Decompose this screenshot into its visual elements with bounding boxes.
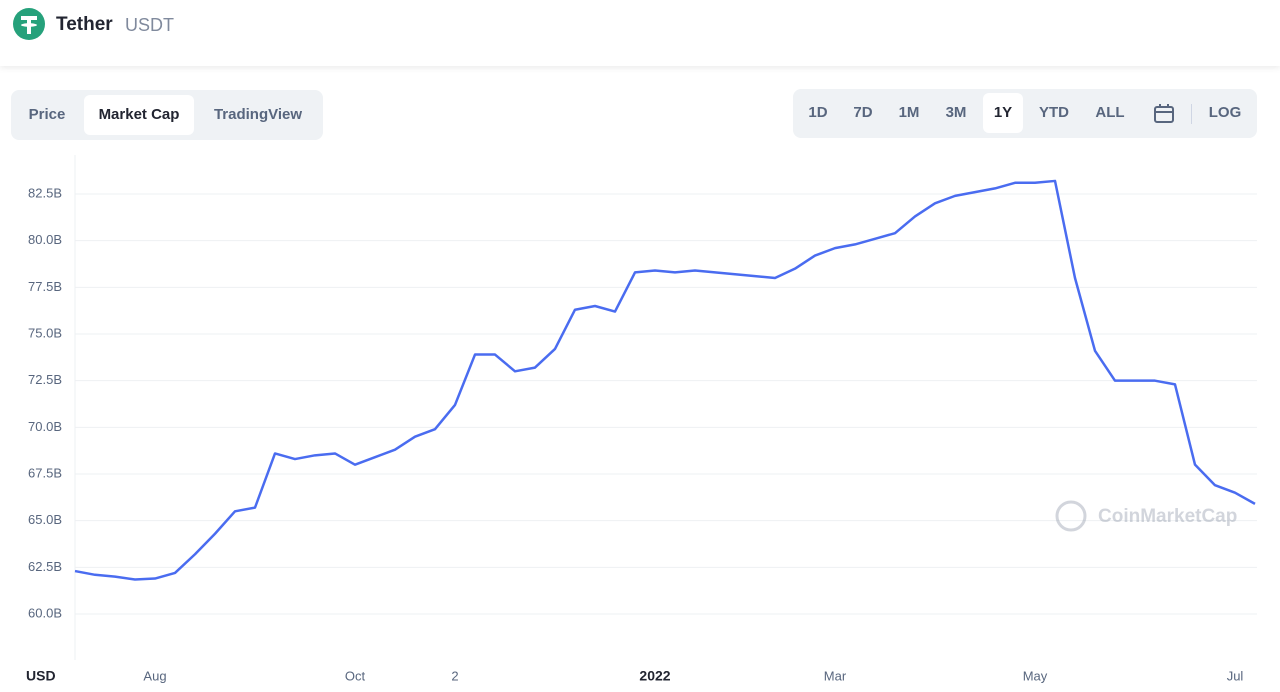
coin-symbol: USDT <box>125 15 174 35</box>
range-button[interactable]: 1M <box>898 104 920 121</box>
range-button[interactable]: 1Y <box>983 93 1023 133</box>
x-tick-label: Jul <box>1227 668 1244 683</box>
y-tick-label: 60.0B <box>28 605 62 620</box>
x-tick-label: May <box>1023 668 1048 683</box>
x-tick-label: 2 <box>451 668 458 683</box>
coin-name: Tether <box>56 14 113 35</box>
header: Tether USDT <box>0 0 1280 66</box>
x-tick-label: Aug <box>143 668 166 683</box>
y-tick-label: 67.5B <box>28 465 62 480</box>
tab-group: Price Market Cap TradingView <box>11 90 323 140</box>
calendar-button[interactable] <box>1153 103 1175 125</box>
y-tick-label: 72.5B <box>28 372 62 387</box>
logo <box>13 8 45 40</box>
price-line <box>74 179 1256 581</box>
y-tick-label: 62.5B <box>28 559 62 574</box>
x-tick-label: Mar <box>824 668 847 683</box>
y-tick-label: 77.5B <box>28 279 62 294</box>
range-button[interactable]: ALL <box>1095 104 1125 121</box>
watermark-text: CoinMarketCap <box>1098 506 1237 527</box>
y-tick-label: 65.0B <box>28 512 62 527</box>
log-button[interactable]: LOG <box>1208 104 1242 121</box>
range-button[interactable]: 7D <box>853 104 873 121</box>
range-button[interactable]: YTD <box>1039 104 1069 121</box>
y-tick-label: 70.0B <box>28 419 62 434</box>
x-tick-label: 2022 <box>639 668 670 684</box>
tab[interactable]: TradingView <box>213 106 303 123</box>
y-tick-label: 75.0B <box>28 325 62 340</box>
range-group: 1D 7D 1M 3M 1Y YTD ALL LOG <box>793 89 1257 138</box>
range-button[interactable]: 1D <box>808 104 828 121</box>
watermark: CoinMarketCap <box>1055 500 1237 532</box>
tab[interactable]: Market Cap <box>84 95 194 135</box>
range-button[interactable]: 3M <box>945 104 967 121</box>
x-tick-label: Oct <box>345 668 366 683</box>
currency-label: USD <box>26 668 56 684</box>
y-tick-label: 80.0B <box>28 232 62 247</box>
y-tick-label: 82.5B <box>28 185 62 200</box>
tab[interactable]: Price <box>28 106 66 123</box>
separator <box>1191 104 1192 124</box>
